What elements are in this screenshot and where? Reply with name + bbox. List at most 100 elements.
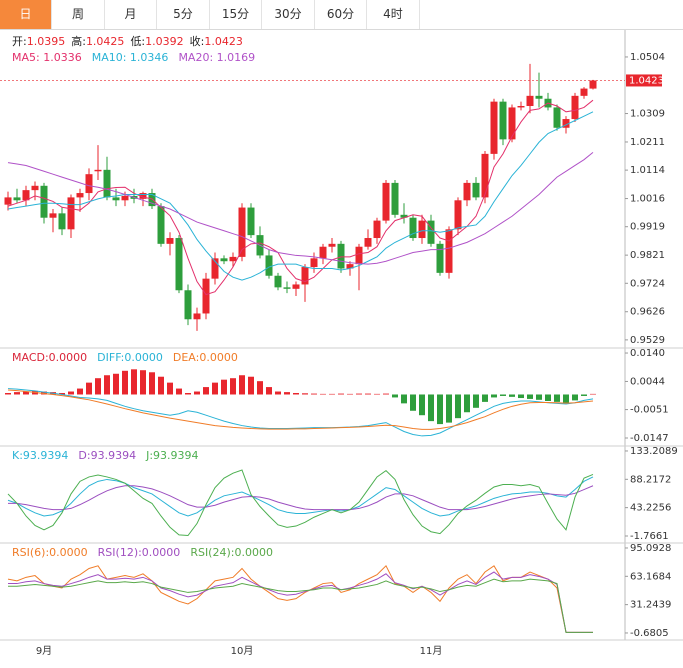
- macd-bar: [113, 373, 119, 395]
- macd-bar: [446, 394, 452, 423]
- candle-body: [391, 182, 399, 215]
- macd-bar: [86, 382, 92, 395]
- macd-bar: [203, 387, 209, 395]
- macd-bar: [293, 393, 299, 395]
- indicator-line: [8, 571, 593, 633]
- y-tick-label: 43.2256: [630, 503, 671, 514]
- info-label: 高:: [71, 34, 86, 48]
- candle-body: [49, 213, 57, 218]
- macd-bar: [257, 381, 263, 395]
- candle-body: [238, 207, 246, 257]
- macd-bar: [392, 394, 398, 398]
- macd-bar: [284, 392, 290, 395]
- candle-body: [265, 255, 273, 276]
- macd-bar: [338, 393, 344, 395]
- legend-entry: MA5: 1.0336: [12, 51, 82, 64]
- y-tick-label: 133.2089: [630, 446, 678, 457]
- tab[interactable]: 周: [53, 0, 105, 29]
- x-tick-label: 10月: [231, 645, 254, 657]
- macd-bar: [149, 372, 155, 395]
- candle-body: [553, 107, 561, 128]
- macd-bar: [23, 391, 29, 395]
- legend-entry: MA20: 1.0169: [178, 51, 255, 64]
- tab[interactable]: 5分: [158, 0, 210, 29]
- x-tick-label: 9月: [36, 645, 52, 657]
- macd-bar: [167, 382, 173, 395]
- tab[interactable]: 日: [0, 0, 52, 29]
- macd-bar: [482, 394, 488, 402]
- legend-entry: K:93.9394: [12, 449, 68, 462]
- tab[interactable]: 15分: [210, 0, 262, 29]
- macd-bar: [59, 393, 65, 395]
- tab[interactable]: 4时: [368, 0, 420, 29]
- legend-entry: RSI(12):0.0000: [98, 546, 181, 559]
- candle-body: [481, 153, 489, 198]
- y-tick-label: 88.2172: [630, 474, 671, 485]
- legend-entry: RSI(6):0.0000: [12, 546, 88, 559]
- candle-body: [337, 243, 345, 269]
- candle-body: [562, 119, 570, 128]
- y-tick-label: 0.0044: [630, 376, 665, 387]
- candle-body: [571, 95, 579, 120]
- macd-bar: [428, 394, 434, 422]
- tab[interactable]: 月: [105, 0, 157, 29]
- indicator-line: [7, 564, 593, 633]
- macd-bar: [221, 379, 227, 395]
- macd-bar: [491, 394, 497, 398]
- candle-body: [517, 105, 525, 108]
- macd-bar: [554, 394, 560, 402]
- candle-body: [580, 88, 588, 96]
- candle-body: [121, 195, 129, 201]
- indicator-line: [7, 111, 594, 281]
- macd-bar: [68, 391, 74, 395]
- candle-body: [589, 80, 597, 89]
- macd-bar: [536, 394, 542, 400]
- y-tick-label: 0.9529: [630, 335, 665, 346]
- macd-bar: [248, 376, 254, 395]
- macd-bar: [176, 388, 182, 395]
- indicator-line: [8, 485, 594, 511]
- macd-bar: [563, 394, 569, 404]
- current-price-box: [626, 74, 662, 87]
- macd-bar: [275, 391, 281, 395]
- macd-bar: [545, 394, 551, 401]
- y-tick-label: 0.9724: [630, 278, 665, 289]
- macd-bar: [365, 393, 371, 395]
- candle-body: [22, 190, 30, 201]
- y-tick-label: 0.9626: [630, 307, 665, 318]
- candle-body: [427, 220, 435, 244]
- candle-body: [94, 169, 102, 172]
- candle-body: [103, 169, 111, 198]
- info-label: 低:: [130, 35, 145, 48]
- candle-body: [157, 206, 165, 244]
- macd-bar: [374, 393, 380, 395]
- tab[interactable]: 30分: [263, 0, 315, 29]
- candle-body: [328, 243, 336, 247]
- y-tick-label: 0.0140: [630, 348, 665, 359]
- macd-bar: [347, 393, 353, 395]
- candle-body: [346, 264, 354, 269]
- macd-bar: [455, 394, 461, 419]
- candle-body: [31, 185, 39, 191]
- y-tick-label: 0.9919: [630, 222, 665, 233]
- candle-body: [382, 182, 390, 221]
- y-tick-label: -0.0147: [630, 433, 669, 444]
- info-label: 收:: [190, 34, 205, 48]
- y-tick-label: 1.0016: [630, 194, 665, 205]
- info-label: 开:: [12, 35, 27, 48]
- macd-bar: [95, 378, 101, 395]
- y-tick-label: 1.0504: [630, 52, 665, 63]
- y-tick-label: 1.0309: [630, 109, 665, 120]
- macd-bar: [356, 393, 362, 395]
- candle-body: [67, 197, 75, 230]
- macd-bar: [473, 394, 479, 408]
- indicator-line: [7, 389, 594, 430]
- macd-bar: [329, 393, 335, 395]
- candle-body: [526, 95, 534, 106]
- candle-body: [472, 182, 480, 198]
- macd-bar: [14, 392, 20, 395]
- info-value: 1.0392: [145, 35, 184, 48]
- tab[interactable]: 60分: [315, 0, 367, 29]
- candle-body: [310, 258, 318, 268]
- candle-body: [139, 193, 147, 199]
